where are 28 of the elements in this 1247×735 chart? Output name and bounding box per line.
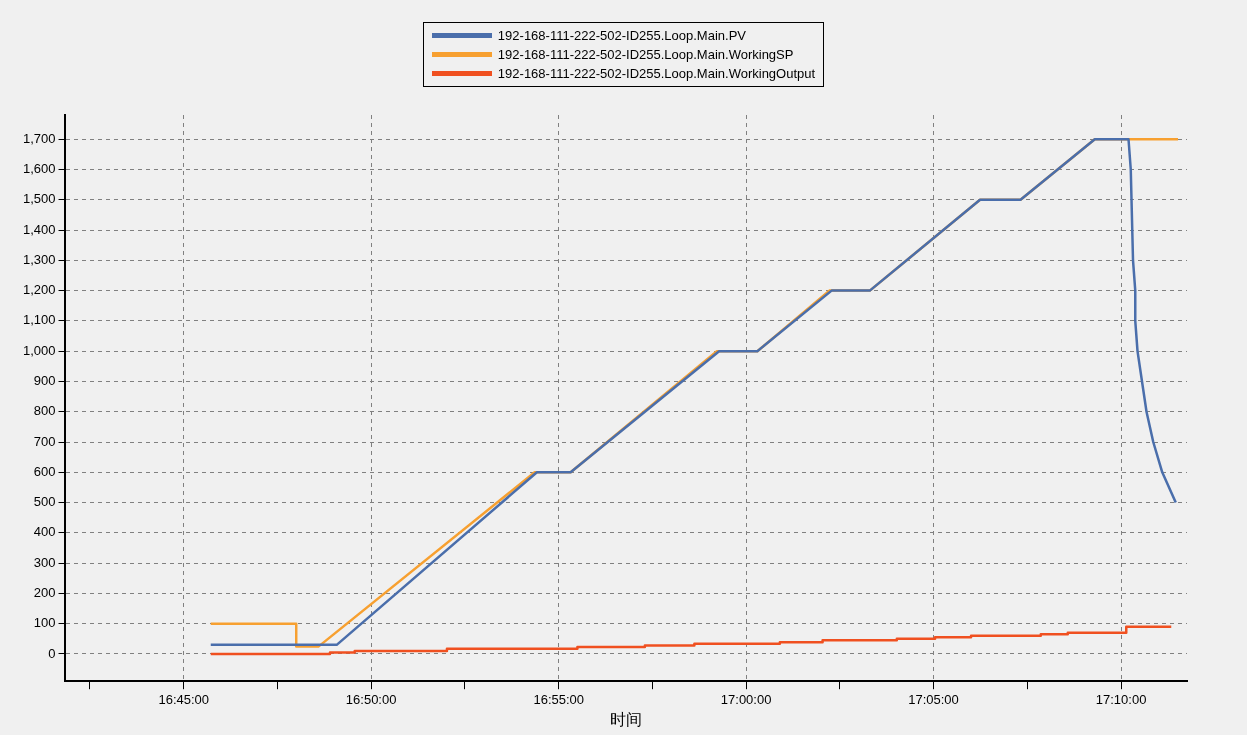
x-tick-label: 17:05:00 <box>908 691 959 707</box>
y-tick-label: 1,100 <box>22 312 56 328</box>
legend-label: 192-168-111-222-502-ID255.Loop.Main.PV <box>497 28 746 43</box>
y-tick-label: 900 <box>33 373 56 389</box>
y-tick-label: 300 <box>33 554 56 570</box>
x-axis-title: 时间 <box>609 710 642 728</box>
y-tick-label: 0 <box>48 645 56 661</box>
x-tick-label: 16:45:00 <box>158 691 210 707</box>
y-tick-label: 200 <box>33 584 56 600</box>
x-tick-label: 16:50:00 <box>345 691 397 707</box>
y-tick-label: 1,000 <box>22 342 56 358</box>
y-tick-label: 1,700 <box>22 130 56 146</box>
y-tick-label: 600 <box>33 463 56 479</box>
x-tick-label: 17:10:00 <box>1095 691 1147 707</box>
y-tick-label: 1,600 <box>22 161 56 177</box>
y-tick-label: 1,400 <box>22 221 56 237</box>
y-tick-label: 1,500 <box>22 191 56 207</box>
legend-label: 192-168-111-222-502-ID255.Loop.Main.WorkingOutput <box>497 66 816 81</box>
x-tick-label: 17:00:00 <box>720 691 772 707</box>
y-tick-label: 800 <box>33 403 56 419</box>
y-tick-label: 100 <box>33 615 56 631</box>
y-tick-label: 400 <box>33 524 56 540</box>
y-tick-label: 1,200 <box>22 282 56 298</box>
y-tick-label: 500 <box>33 494 56 510</box>
legend-label: 192-168-111-222-502-ID255.Loop.Main.WorkingSP <box>497 47 794 62</box>
y-tick-label: 1,300 <box>22 251 56 267</box>
y-tick-label: 700 <box>33 433 56 449</box>
x-tick-label: 16:55:00 <box>533 691 585 707</box>
